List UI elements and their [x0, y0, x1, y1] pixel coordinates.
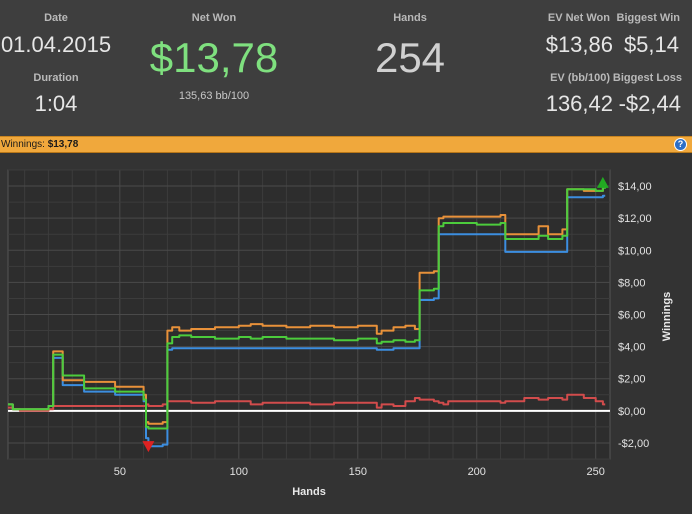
x-tick-label: 100: [230, 466, 248, 478]
ev-net-won-value: $13,86: [545, 32, 613, 57]
net-won-value: $13,78: [149, 34, 279, 81]
date-label: Date: [44, 12, 68, 24]
winnings-graph: 50 100 150 200 250 -$2,00 $0,00 $2,00 $4,00 $6,0…: [0, 153, 692, 514]
y-tick-label: $4,00: [618, 342, 646, 354]
x-tick-label: 250: [587, 466, 605, 478]
biggest-loss-value: -$2,44: [618, 91, 681, 116]
y-tick-label: $10,00: [618, 245, 652, 257]
y-tick-label: $8,00: [618, 277, 646, 289]
y-tick-label: $6,00: [618, 310, 646, 322]
y-axis-title: Winnings: [661, 292, 673, 341]
duration-value: 1:04: [34, 91, 78, 116]
ev-bb100-label: EV (bb/100): [550, 72, 610, 84]
net-won-label: Net Won: [191, 12, 237, 24]
biggest-win-label: Biggest Win: [616, 12, 680, 24]
y-tick-label: $2,00: [618, 374, 646, 386]
date-value: 01.04.2015: [0, 32, 112, 57]
ev-bb100-value: 136,42: [545, 91, 613, 116]
x-axis-title: Hands: [292, 486, 326, 498]
y-tick-label: $0,00: [618, 406, 646, 418]
session-stats-panel: Date 01.04.2015 Duration 1:04 Net Won $1…: [0, 0, 692, 136]
series-line-blue: [8, 194, 606, 448]
series-line-orange: [8, 184, 607, 425]
winnings-bar: Winnings: $13,78 ?: [0, 136, 692, 153]
x-tick-label: 200: [468, 466, 486, 478]
hands-label: Hands: [393, 12, 427, 24]
hands-value: 254: [374, 34, 446, 81]
x-tick-label: 150: [349, 466, 367, 478]
ev-net-won-label: EV Net Won: [547, 12, 610, 24]
max-marker: [596, 176, 609, 188]
winnings-caption-value: $13,78: [47, 139, 79, 150]
winnings-caption-label: Winnings:: [1, 139, 45, 150]
duration-label: Duration: [33, 72, 79, 84]
y-tick-label: $12,00: [618, 213, 652, 225]
series-line-green: [8, 184, 607, 430]
biggest-loss-label: Biggest Loss: [612, 72, 682, 84]
series-line-red: [8, 393, 606, 412]
min-marker: [142, 441, 155, 453]
y-tick-label: $14,00: [618, 181, 652, 193]
net-won-bb100: 135,63 bb/100: [178, 90, 250, 102]
y-tick-label: -$2,00: [618, 438, 649, 450]
x-tick-label: 50: [114, 466, 126, 478]
help-icon[interactable]: ?: [674, 138, 687, 151]
biggest-win-value: $5,14: [623, 32, 679, 57]
winnings-caption: Winnings: $13,78: [1, 139, 78, 150]
winnings-chart-svg: 50 100 150 200 250 -$2,00 $0,00 $2,00 $4,00 $6,0…: [7, 169, 673, 498]
